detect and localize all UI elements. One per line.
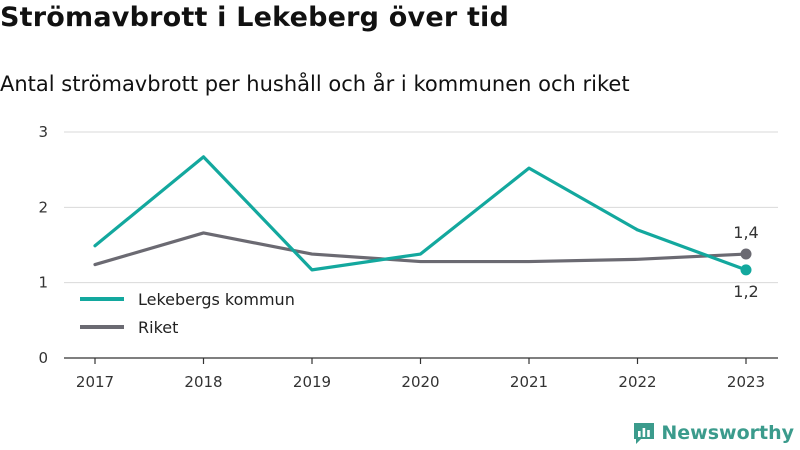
y-tick-label: 3 <box>38 123 48 141</box>
series-end-label: 1,2 <box>733 282 758 301</box>
x-tick-label: 2023 <box>727 373 765 391</box>
x-tick-label: 2021 <box>510 373 548 391</box>
chart-subtitle: Antal strömavbrott per hushåll och år i … <box>0 72 630 96</box>
y-tick-label: 1 <box>38 274 48 292</box>
brand-logo: Newsworthy <box>633 421 794 445</box>
series-line-lekebergs-kommun <box>93 155 748 272</box>
y-tick-label: 2 <box>38 198 48 216</box>
x-tick-label: 2020 <box>401 373 439 391</box>
x-tick-label: 2022 <box>618 373 656 391</box>
series-line-riket <box>93 231 748 267</box>
legend-label: Riket <box>138 318 178 337</box>
x-tick-label: 2017 <box>76 373 114 391</box>
x-tick-label: 2018 <box>184 373 222 391</box>
x-tick-label: 2019 <box>293 373 331 391</box>
legend-label: Lekebergs kommun <box>138 290 295 309</box>
series-end-point <box>740 248 752 260</box>
brand-name: Newsworthy <box>661 422 794 444</box>
series-end-point <box>740 264 752 276</box>
newsworthy-logo-icon <box>634 423 655 444</box>
chart-title: Strömavbrott i Lekeberg över tid <box>0 2 510 33</box>
y-tick-label: 0 <box>38 349 48 367</box>
series-end-label: 1,4 <box>733 223 758 242</box>
